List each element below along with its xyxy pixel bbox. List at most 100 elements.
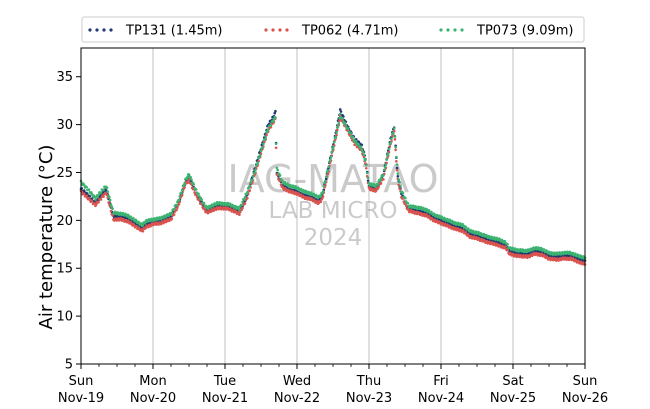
- data-point: [109, 209, 113, 213]
- data-point: [234, 204, 237, 208]
- data-point: [180, 191, 183, 194]
- data-point: [493, 236, 496, 239]
- data-point: [393, 135, 397, 138]
- data-point: [398, 180, 401, 184]
- data-point: [82, 192, 86, 195]
- data-point: [97, 200, 100, 204]
- data-point: [141, 223, 145, 227]
- data-point: [238, 210, 242, 214]
- data-point: [338, 112, 342, 116]
- data-point: [392, 131, 395, 135]
- data-point: [389, 141, 392, 144]
- data-point: [324, 175, 328, 178]
- data-point: [297, 192, 300, 195]
- data-point: [490, 241, 494, 244]
- data-point: [495, 236, 499, 240]
- y-tick-label: 5: [65, 358, 73, 373]
- data-point: [190, 178, 193, 181]
- data-point: [359, 145, 363, 148]
- data-point: [335, 131, 338, 134]
- data-point: [328, 158, 332, 161]
- data-point: [90, 191, 93, 194]
- data-point: [143, 221, 147, 225]
- data-point: [129, 221, 133, 224]
- data-point: [362, 155, 366, 159]
- data-point: [183, 186, 186, 189]
- series-2: [79, 112, 587, 260]
- data-point: [94, 198, 97, 201]
- data-point: [108, 195, 111, 199]
- data-point: [361, 150, 365, 154]
- data-point: [579, 260, 583, 264]
- data-point: [451, 225, 455, 229]
- data-point: [399, 184, 402, 188]
- data-point: [82, 189, 86, 192]
- data-point: [391, 134, 394, 138]
- data-point: [169, 213, 173, 216]
- data-point: [192, 183, 196, 186]
- data-point: [379, 177, 383, 180]
- x-tick-label-date: Nov-19: [58, 391, 104, 406]
- data-point: [382, 178, 385, 181]
- data-point: [438, 214, 441, 218]
- data-point: [149, 219, 152, 223]
- data-point: [456, 221, 460, 225]
- data-point: [241, 206, 244, 210]
- x-tick-label-day: Fri: [433, 374, 449, 389]
- data-point: [346, 127, 350, 131]
- data-point: [170, 211, 174, 214]
- watermark-line-1: IAG-MATAO: [227, 157, 438, 201]
- grid-lines: [152, 48, 514, 364]
- series-1: [79, 114, 587, 266]
- data-point: [189, 175, 192, 179]
- legend-marker: [439, 28, 443, 32]
- data-point: [264, 135, 268, 139]
- x-axis: Sun Nov-19 Mon Nov-20 Tue Nov-21 Wed Nov-22 Thu N…: [58, 364, 608, 406]
- data-point: [266, 128, 270, 131]
- data-point: [106, 190, 110, 193]
- data-point: [226, 201, 230, 205]
- data-point: [238, 208, 241, 212]
- data-point: [159, 217, 163, 221]
- data-point: [404, 204, 408, 208]
- data-point: [178, 195, 182, 198]
- data-point: [365, 166, 368, 170]
- data-point: [329, 155, 333, 159]
- data-point: [135, 225, 138, 228]
- data-point: [364, 158, 367, 162]
- data-point: [446, 217, 449, 221]
- data-point: [291, 184, 295, 187]
- y-tick-label: 35: [56, 70, 73, 85]
- data-point: [105, 186, 109, 190]
- data-point: [180, 193, 184, 197]
- data-point: [197, 192, 200, 196]
- data-point: [186, 181, 189, 184]
- data-point: [302, 188, 305, 192]
- legend-marker: [460, 28, 464, 32]
- y-axis-label: Air temperature (°C): [36, 145, 57, 330]
- y-tick-label: 20: [56, 214, 73, 229]
- data-point: [110, 205, 114, 208]
- data-point: [384, 163, 388, 166]
- data-point: [172, 207, 176, 211]
- data-point: [246, 191, 249, 194]
- data-point: [162, 216, 165, 220]
- data-point: [553, 251, 556, 254]
- legend-marker: [264, 28, 268, 32]
- data-point: [286, 188, 290, 192]
- y-tick-label: 15: [56, 262, 73, 277]
- data-point: [402, 200, 406, 203]
- data-point: [454, 226, 457, 230]
- watermark-line-2: LAB MICRO: [269, 198, 398, 224]
- data-point: [528, 249, 532, 253]
- data-point: [82, 183, 86, 187]
- data-point: [395, 155, 398, 159]
- data-point: [324, 177, 328, 181]
- data-point: [238, 213, 241, 217]
- data-point: [85, 194, 88, 197]
- data-point: [338, 108, 342, 111]
- data-point: [108, 198, 112, 202]
- data-point: [349, 131, 352, 135]
- legend-marker: [446, 28, 450, 32]
- data-point: [332, 140, 336, 144]
